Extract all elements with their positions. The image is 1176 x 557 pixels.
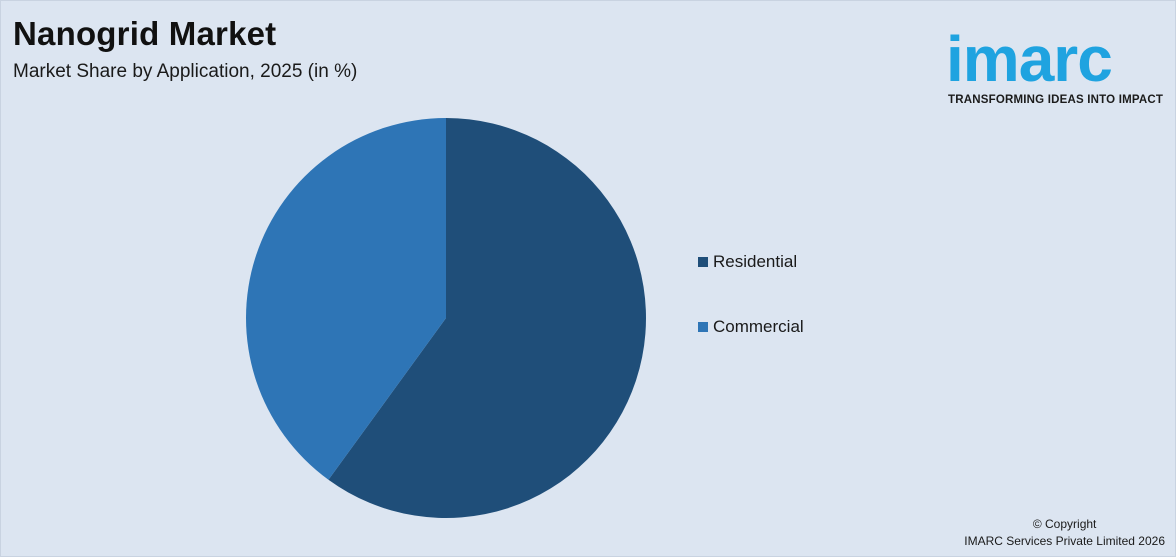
copyright-notice: © Copyright IMARC Services Private Limit…	[964, 516, 1165, 550]
legend-label-commercial: Commercial	[713, 317, 804, 336]
pie-slice-commercial	[246, 117, 446, 480]
legend-label-residential: Residential	[713, 252, 798, 271]
copyright-line-1: © Copyright	[1032, 517, 1097, 531]
pie-slice-residential	[328, 118, 646, 519]
legend-swatch-commercial	[698, 322, 708, 332]
imarc-logo: imarc TRANSFORMING IDEAS INTO IMPACT	[946, 12, 1170, 112]
legend-item-residential: Residential	[698, 252, 804, 272]
copyright-line-2: IMARC Services Private Limited 2026	[964, 534, 1165, 548]
pie-slices	[246, 117, 646, 519]
legend-item-commercial: Commercial	[698, 317, 804, 337]
logo-tagline: TRANSFORMING IDEAS INTO IMPACT	[948, 94, 1164, 106]
chart-title: Nanogrid Market	[13, 15, 277, 52]
chart-subtitle: Market Share by Application, 2025 (in %)	[13, 61, 358, 82]
logo-wordmark: imarc	[946, 23, 1113, 95]
chart-legend: Residential Commercial	[698, 252, 804, 382]
legend-swatch-residential	[698, 257, 708, 267]
